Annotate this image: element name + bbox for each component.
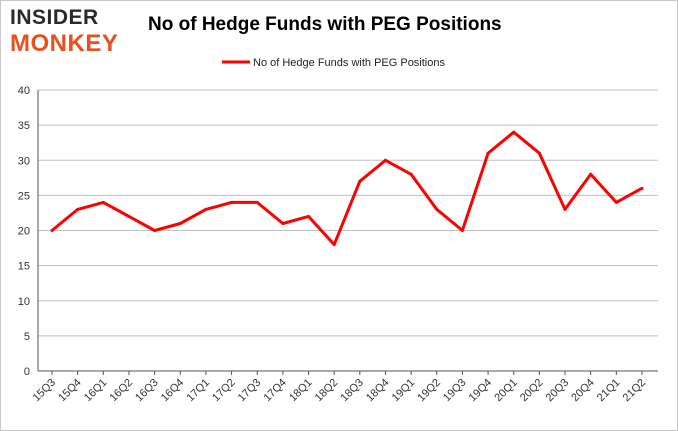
data-point-19Q2 — [435, 207, 439, 211]
x-tick-label: 18Q4 — [364, 377, 392, 405]
data-point-16Q3 — [153, 229, 157, 232]
gridlines — [38, 89, 658, 337]
data-point-18Q4 — [383, 158, 387, 162]
logo-line-2: MONKEY — [10, 30, 119, 57]
y-tick-label: 15 — [18, 261, 30, 273]
x-tick-label: 19Q2 — [415, 377, 443, 405]
x-tick-label: 15Q3 — [31, 377, 59, 405]
data-point-19Q3 — [460, 229, 464, 232]
logo-line-1: INSIDER — [10, 6, 99, 29]
y-tick-label: 25 — [18, 190, 30, 202]
x-tick-label: 17Q3 — [236, 377, 264, 405]
data-point-15Q3 — [50, 229, 54, 232]
y-tick-label: 10 — [18, 296, 30, 308]
legend: No of Hedge Funds with PEG Positions — [222, 57, 445, 69]
data-point-17Q4 — [281, 221, 285, 225]
data-point-21Q2 — [640, 186, 644, 190]
series-line — [51, 130, 643, 247]
x-tick-label: 19Q4 — [467, 377, 495, 405]
data-point-16Q4 — [178, 221, 182, 225]
x-tick-label: 19Q1 — [390, 377, 418, 405]
x-tick-label: 17Q1 — [185, 377, 213, 405]
data-points — [50, 130, 644, 247]
data-point-20Q4 — [589, 172, 593, 176]
data-point-17Q1 — [204, 207, 208, 211]
y-tick-label: 30 — [18, 155, 30, 167]
x-tick-label: 16Q4 — [159, 377, 187, 405]
data-point-20Q2 — [537, 151, 541, 155]
x-tick-label: 19Q3 — [441, 377, 469, 405]
x-tick-label: 18Q1 — [287, 377, 315, 405]
y-tick-label: 35 — [18, 120, 30, 132]
x-tick-label: 18Q3 — [338, 377, 366, 405]
y-tick-labels: 0 5 10 15 20 25 30 35 40 — [18, 85, 30, 378]
x-tick-label: 16Q2 — [108, 377, 136, 405]
data-point-21Q1 — [614, 200, 618, 204]
x-tick-label: 17Q4 — [261, 377, 289, 405]
x-tick-label: 17Q2 — [210, 377, 238, 405]
y-tick-label: 20 — [18, 226, 30, 238]
x-tick-label: 21Q2 — [621, 377, 649, 405]
x-tick-label: 16Q1 — [82, 377, 110, 405]
x-tick-label: 18Q2 — [313, 377, 341, 405]
data-point-19Q4 — [486, 151, 490, 155]
data-point-16Q2 — [127, 214, 131, 218]
data-point-16Q1 — [101, 200, 105, 204]
y-tick-label: 5 — [24, 331, 30, 343]
y-tick-label: 0 — [24, 366, 30, 378]
data-point-18Q3 — [358, 179, 362, 183]
data-point-20Q1 — [512, 130, 516, 134]
data-point-19Q1 — [409, 172, 413, 176]
data-point-18Q1 — [307, 214, 311, 218]
data-point-20Q3 — [563, 207, 567, 211]
x-tick-label: 21Q1 — [595, 377, 623, 405]
x-tick-label: 20Q1 — [492, 377, 520, 405]
x-tick-label: 16Q3 — [133, 377, 161, 405]
chart-title: No of Hedge Funds with PEG Positions — [148, 14, 502, 35]
x-tick-label: 15Q4 — [56, 377, 84, 405]
legend-label: No of Hedge Funds with PEG Positions — [253, 57, 445, 69]
data-point-15Q4 — [76, 207, 80, 211]
data-point-18Q2 — [332, 243, 336, 247]
y-tick-label: 40 — [18, 85, 30, 97]
x-tick-label: 20Q4 — [569, 377, 597, 405]
data-point-17Q3 — [255, 200, 259, 204]
data-point-17Q2 — [230, 200, 234, 204]
axes — [37, 90, 658, 372]
insider-monkey-logo: INSIDER MONKEY — [8, 6, 128, 57]
x-tick-label: 20Q3 — [544, 377, 572, 405]
x-tick-labels: 15Q315Q416Q116Q216Q316Q417Q117Q217Q317Q4… — [31, 371, 649, 405]
x-tick-label: 20Q2 — [518, 377, 546, 405]
